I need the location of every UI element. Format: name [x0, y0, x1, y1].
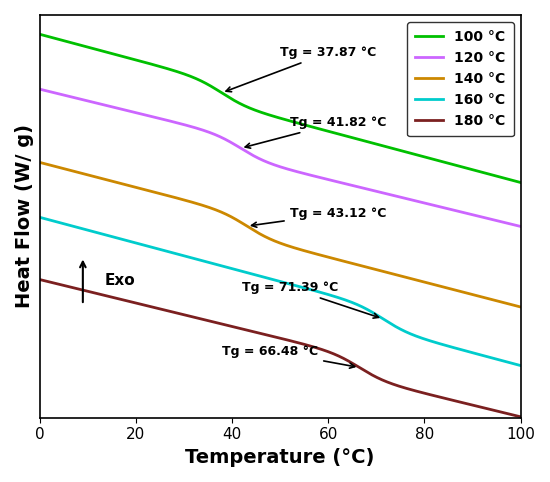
100 °C: [503, 176, 510, 182]
120 °C: [415, 199, 422, 204]
140 °C: [36, 160, 43, 165]
Y-axis label: Heat Flow (W/ g): Heat Flow (W/ g): [15, 124, 34, 308]
120 °C: [270, 161, 277, 167]
Line: 140 °C: 140 °C: [40, 162, 520, 307]
160 °C: [517, 362, 524, 368]
X-axis label: Temperature (°C): Temperature (°C): [185, 448, 375, 467]
160 °C: [503, 359, 510, 365]
120 °C: [36, 86, 43, 92]
140 °C: [517, 304, 524, 310]
140 °C: [503, 300, 510, 306]
Text: Tg = 71.39 °C: Tg = 71.39 °C: [241, 281, 378, 318]
100 °C: [61, 38, 68, 44]
Text: Exo: Exo: [104, 273, 135, 288]
160 °C: [61, 221, 68, 227]
140 °C: [415, 278, 422, 283]
180 °C: [36, 277, 43, 282]
Text: Tg = 37.87 °C: Tg = 37.87 °C: [226, 46, 376, 92]
160 °C: [415, 334, 422, 340]
120 °C: [61, 92, 68, 98]
100 °C: [415, 152, 422, 158]
120 °C: [503, 220, 510, 226]
Text: Tg = 43.12 °C: Tg = 43.12 °C: [251, 207, 386, 227]
180 °C: [257, 331, 264, 336]
140 °C: [61, 166, 68, 172]
180 °C: [61, 282, 68, 288]
Legend: 100 °C, 120 °C, 140 °C, 160 °C, 180 °C: 100 °C, 120 °C, 140 °C, 160 °C, 180 °C: [407, 22, 514, 136]
140 °C: [257, 231, 264, 237]
160 °C: [270, 277, 277, 282]
180 °C: [270, 334, 277, 339]
180 °C: [517, 414, 524, 420]
180 °C: [503, 411, 510, 416]
140 °C: [503, 300, 510, 306]
100 °C: [270, 113, 277, 119]
160 °C: [257, 273, 264, 279]
Text: Tg = 66.48 °C: Tg = 66.48 °C: [222, 345, 355, 368]
160 °C: [503, 359, 510, 365]
Line: 100 °C: 100 °C: [40, 34, 520, 183]
100 °C: [517, 180, 524, 186]
Line: 180 °C: 180 °C: [40, 280, 520, 417]
180 °C: [503, 411, 510, 416]
180 °C: [415, 389, 422, 395]
100 °C: [36, 31, 43, 37]
Line: 160 °C: 160 °C: [40, 217, 520, 365]
100 °C: [257, 109, 264, 115]
140 °C: [270, 238, 277, 243]
Line: 120 °C: 120 °C: [40, 89, 520, 227]
120 °C: [517, 224, 524, 229]
160 °C: [36, 214, 43, 220]
120 °C: [257, 157, 264, 162]
100 °C: [503, 176, 510, 182]
120 °C: [503, 220, 510, 226]
Text: Tg = 41.82 °C: Tg = 41.82 °C: [245, 116, 386, 148]
